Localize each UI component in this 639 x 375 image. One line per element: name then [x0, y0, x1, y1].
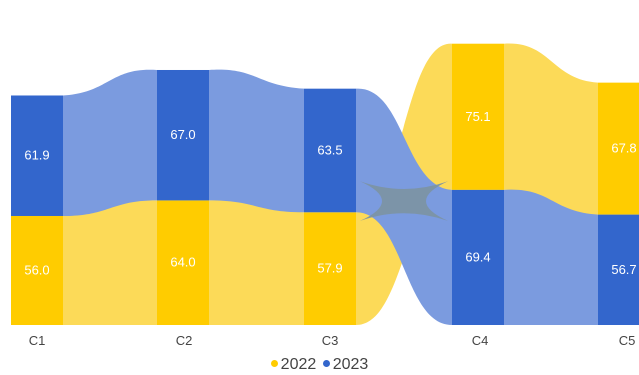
- x-tick-label-C3: C3: [322, 333, 339, 348]
- data-label-2022-C3: 57.9: [317, 261, 342, 276]
- bar-2022-C3[interactable]: [304, 212, 356, 325]
- data-label-2023-C3: 63.5: [317, 142, 342, 157]
- bar-2023-C3[interactable]: [304, 88, 356, 213]
- data-label-2023-C5: 56.7: [611, 262, 636, 277]
- x-tick-label-C4: C4: [472, 333, 489, 348]
- x-axis: C1 C2 C3 C4 C5: [29, 333, 636, 348]
- bar-2022-C5[interactable]: [598, 82, 639, 215]
- crossover-layer: [360, 181, 448, 221]
- legend: 2022 2023: [0, 356, 639, 374]
- legend-swatch-2022: [270, 359, 278, 367]
- data-label-2022-C1: 56.0: [24, 262, 49, 277]
- ribbon-2022-C2-C3: [209, 199, 304, 325]
- data-label-2023-C1: 61.9: [24, 148, 49, 163]
- bar-2023-C5[interactable]: [598, 214, 639, 325]
- bar-layer: [11, 43, 639, 325]
- bar-2022-C2[interactable]: [157, 200, 209, 325]
- bar-2022-C1[interactable]: [11, 215, 63, 325]
- ribbon-2023-C1-C2: [63, 69, 157, 216]
- ribbon-2022-C4-C5: [504, 43, 598, 215]
- bar-2023-C4[interactable]: [452, 189, 504, 325]
- bar-2023-C2[interactable]: [157, 69, 209, 201]
- data-label-layer: 56.0 61.9 64.0 67.0 57.9 63.5 75.1 69.4 67.8 56.7: [24, 109, 636, 278]
- bar-2023-C1[interactable]: [11, 95, 63, 216]
- data-label-2022-C2: 64.0: [170, 255, 195, 270]
- data-label-2023-C4: 69.4: [465, 249, 490, 264]
- data-label-2022-C4: 75.1: [465, 109, 490, 124]
- data-label-2022-C5: 67.8: [611, 141, 636, 156]
- legend-item-2023[interactable]: 2023: [322, 356, 369, 374]
- data-label-2023-C2: 67.0: [170, 127, 195, 142]
- legend-label-2023: 2023: [332, 356, 369, 373]
- x-tick-label-C2: C2: [176, 333, 193, 348]
- x-tick-label-C5: C5: [619, 333, 636, 348]
- ribbon-2023-C4-C5: [504, 189, 598, 325]
- ribbon-crossover-C3-C4: [360, 181, 448, 221]
- ribbon-layer: [63, 43, 598, 326]
- x-tick-label-C1: C1: [29, 333, 46, 348]
- legend-swatch-2023: [322, 359, 330, 367]
- ribbon-2022-C1-C2: [63, 200, 157, 325]
- legend-label-2022: 2022: [280, 356, 317, 373]
- bar-2022-C4[interactable]: [452, 43, 504, 190]
- legend-item-2022[interactable]: 2022: [270, 356, 317, 374]
- ribbon-2023-C2-C3: [209, 69, 304, 213]
